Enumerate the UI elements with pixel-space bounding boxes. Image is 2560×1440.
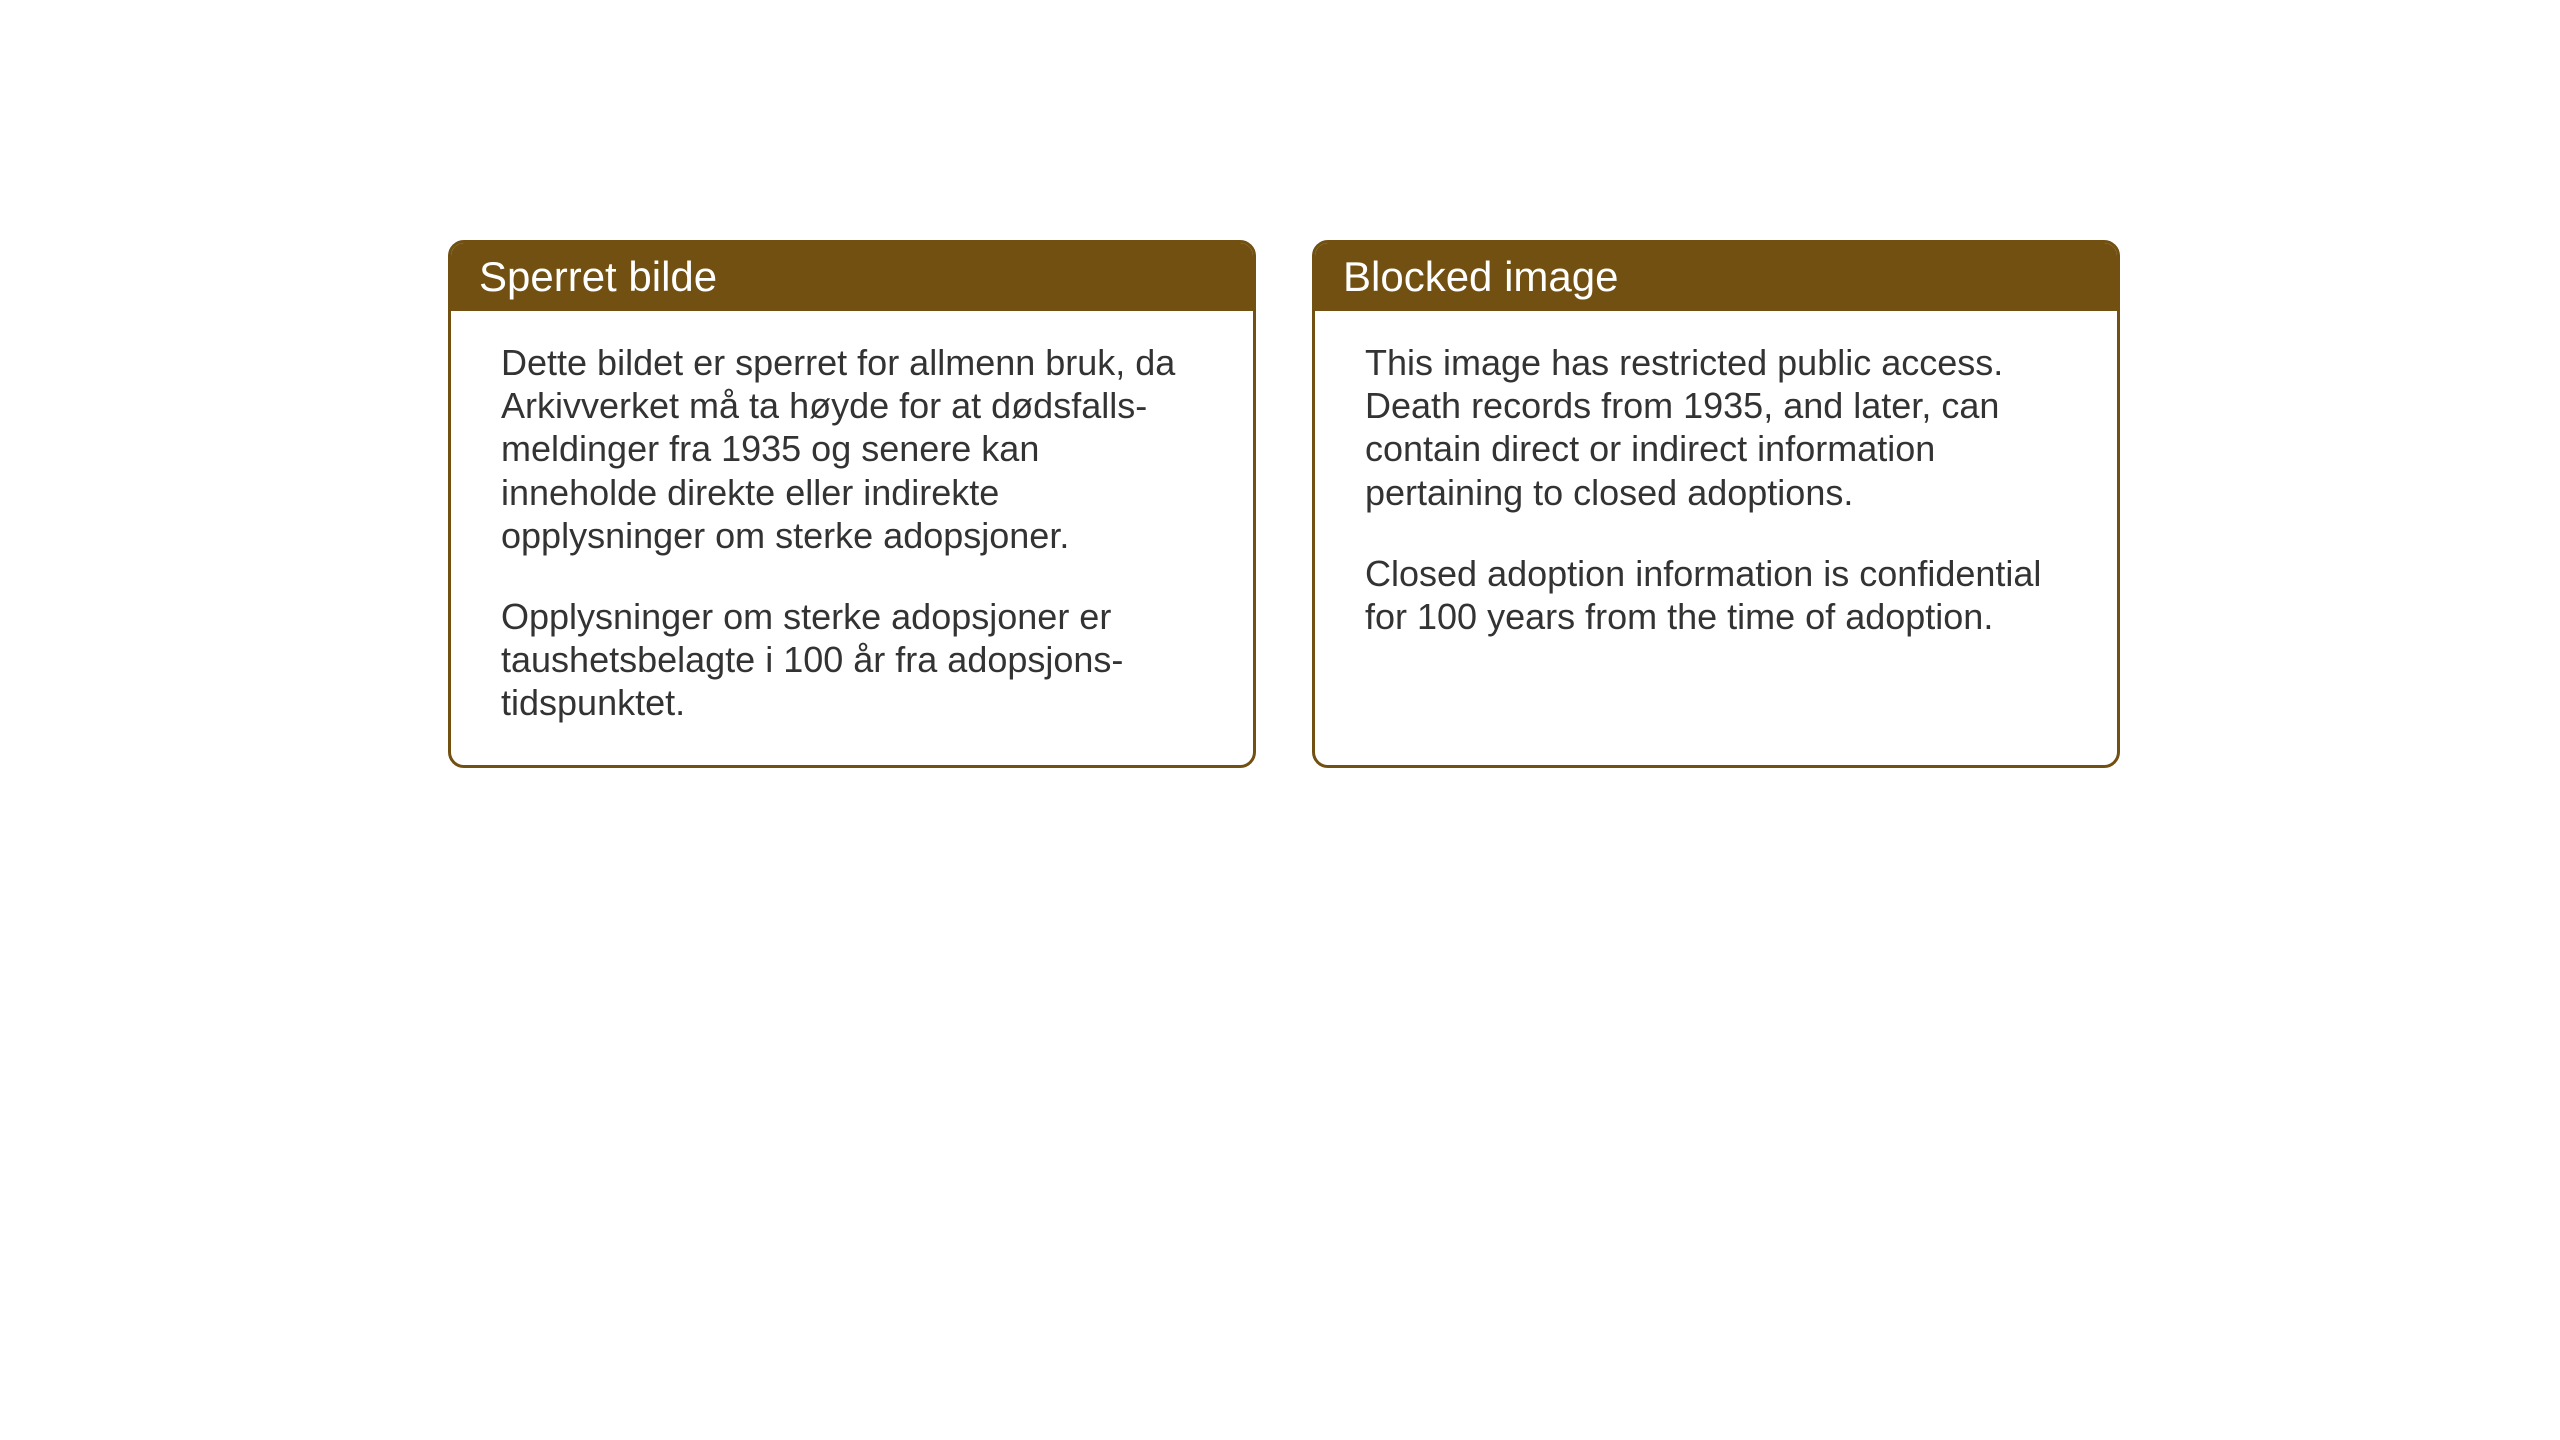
notice-paragraph: Opplysninger om sterke adopsjoner er tau… — [501, 595, 1203, 725]
notice-header-norwegian: Sperret bilde — [451, 243, 1253, 311]
notice-container: Sperret bilde Dette bildet er sperret fo… — [448, 240, 2120, 768]
notice-paragraph: Dette bildet er sperret for allmenn bruk… — [501, 341, 1203, 557]
notice-card-norwegian: Sperret bilde Dette bildet er sperret fo… — [448, 240, 1256, 768]
notice-paragraph: Closed adoption information is confident… — [1365, 552, 2067, 638]
notice-body-norwegian: Dette bildet er sperret for allmenn bruk… — [451, 311, 1253, 765]
notice-header-english: Blocked image — [1315, 243, 2117, 311]
notice-paragraph: This image has restricted public access.… — [1365, 341, 2067, 514]
notice-body-english: This image has restricted public access.… — [1315, 311, 2117, 678]
notice-card-english: Blocked image This image has restricted … — [1312, 240, 2120, 768]
